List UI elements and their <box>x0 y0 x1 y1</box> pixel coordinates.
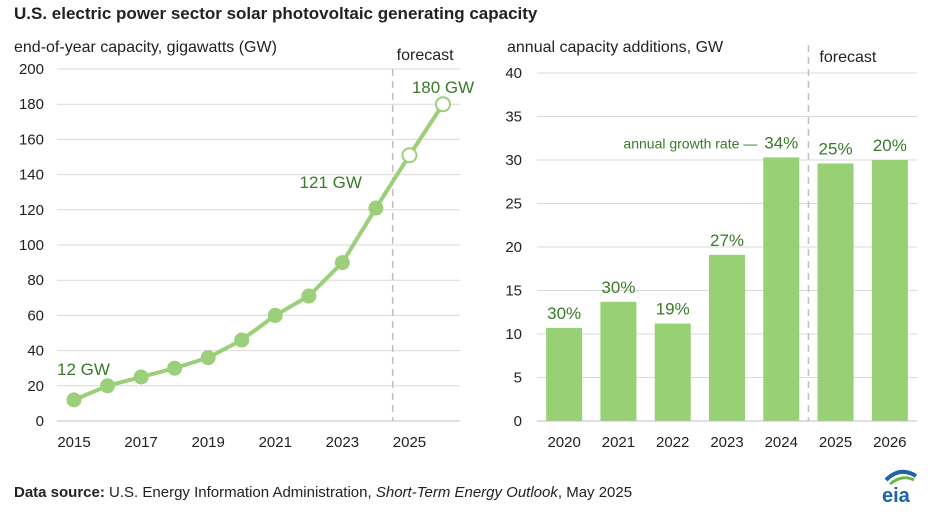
right-y-tick-label: 25 <box>505 196 522 213</box>
right-y-tick-label: 5 <box>514 370 522 387</box>
left-data-point <box>267 307 283 323</box>
figure-title: U.S. electric power sector solar photovo… <box>14 4 538 23</box>
left-y-tick-label: 180 <box>19 96 44 113</box>
left-forecast-point <box>435 96 451 113</box>
right-growth-label: 30% <box>547 304 581 323</box>
left-forecast-label: forecast <box>397 47 454 64</box>
left-forecast-point <box>401 147 418 164</box>
left-value-annotation: 121 GW <box>300 173 362 192</box>
right-growth-label: 27% <box>710 231 744 250</box>
right-bar <box>763 157 800 421</box>
eia-logo: eia <box>882 469 918 506</box>
right-growth-label: 19% <box>656 300 690 319</box>
footer: Data source: U.S. Energy Information Adm… <box>14 484 632 501</box>
right-growth-rate-annotation: annual growth rate — <box>623 135 757 151</box>
left-y-tick-label: 0 <box>36 413 44 430</box>
left-y-tick-label: 160 <box>19 131 44 148</box>
right-y-axis-title: annual capacity additions, GW <box>507 39 724 56</box>
right-y-tick-label: 20 <box>505 239 522 256</box>
left-y-tick-label: 200 <box>19 61 44 78</box>
left-data-point <box>133 369 149 385</box>
footer-label: Data source: <box>14 484 105 501</box>
right-y-tick-label: 35 <box>505 109 522 126</box>
left-y-tick-label: 20 <box>27 378 44 395</box>
right-bar-chart: annual capacity additions, GW05101520253… <box>505 39 917 451</box>
left-x-tick-label: 2015 <box>57 434 90 451</box>
left-value-annotation: 180 GW <box>412 78 474 97</box>
right-forecast-label: forecast <box>819 49 876 66</box>
footer-date: , May 2025 <box>557 484 633 501</box>
left-series-line <box>73 103 445 402</box>
left-data-point <box>200 350 216 366</box>
right-growth-label: 25% <box>819 139 853 158</box>
left-x-tick-label: 2023 <box>326 434 359 451</box>
right-x-tick-label: 2024 <box>765 434 798 451</box>
left-y-axis-title: end-of-year capacity, gigawatts (GW) <box>14 39 277 56</box>
right-bar <box>709 254 745 421</box>
left-data-point <box>167 360 183 376</box>
left-x-tick-label: 2025 <box>393 434 426 451</box>
right-bar <box>600 301 637 421</box>
left-value-annotation: 12 GW <box>57 360 110 379</box>
right-y-tick-label: 30 <box>505 152 522 169</box>
right-growth-label: 20% <box>873 136 907 155</box>
left-y-tick-label: 120 <box>19 202 44 219</box>
left-y-tick-label: 140 <box>19 167 44 184</box>
left-y-tick-label: 40 <box>27 343 44 360</box>
left-x-tick-label: 2017 <box>124 434 157 451</box>
right-y-tick-label: 40 <box>505 65 522 82</box>
right-x-tick-label: 2022 <box>656 434 689 451</box>
right-y-tick-label: 0 <box>514 413 522 430</box>
right-growth-label: 34% <box>764 133 798 152</box>
left-y-tick-label: 80 <box>27 272 44 289</box>
right-bar <box>817 163 854 422</box>
left-data-point <box>334 255 350 271</box>
left-line-chart: end-of-year capacity, gigawatts (GW) 0 20 4… <box>14 39 474 451</box>
left-y-tick-label: 100 <box>19 237 44 254</box>
right-bar <box>871 160 908 421</box>
left-data-point <box>66 392 82 408</box>
right-x-tick-label: 2020 <box>547 434 580 451</box>
logo-arc-blue <box>884 469 918 482</box>
logo-arc-green <box>889 476 915 486</box>
right-bar <box>654 323 691 421</box>
right-x-tick-label: 2026 <box>873 434 906 451</box>
right-y-tick-label: 15 <box>505 283 522 300</box>
logo-text: eia <box>882 485 911 506</box>
right-bar <box>546 327 583 421</box>
left-data-point <box>301 288 317 304</box>
left-data-point <box>234 332 250 348</box>
footer-publication: Short-Term Energy Outlook <box>375 484 558 501</box>
right-x-tick-label: 2021 <box>602 434 635 451</box>
right-x-tick-label: 2025 <box>819 434 852 451</box>
left-x-tick-label: 2021 <box>259 434 292 451</box>
right-x-tick-label: 2023 <box>710 434 743 451</box>
right-y-tick-label: 10 <box>505 326 522 343</box>
left-data-point <box>368 200 384 216</box>
footer-source: U.S. Energy Information Administration, <box>109 484 372 501</box>
left-data-point <box>100 378 116 394</box>
left-y-tick-label: 60 <box>27 307 44 324</box>
right-growth-label: 30% <box>601 278 635 297</box>
left-x-tick-label: 2019 <box>191 434 224 451</box>
